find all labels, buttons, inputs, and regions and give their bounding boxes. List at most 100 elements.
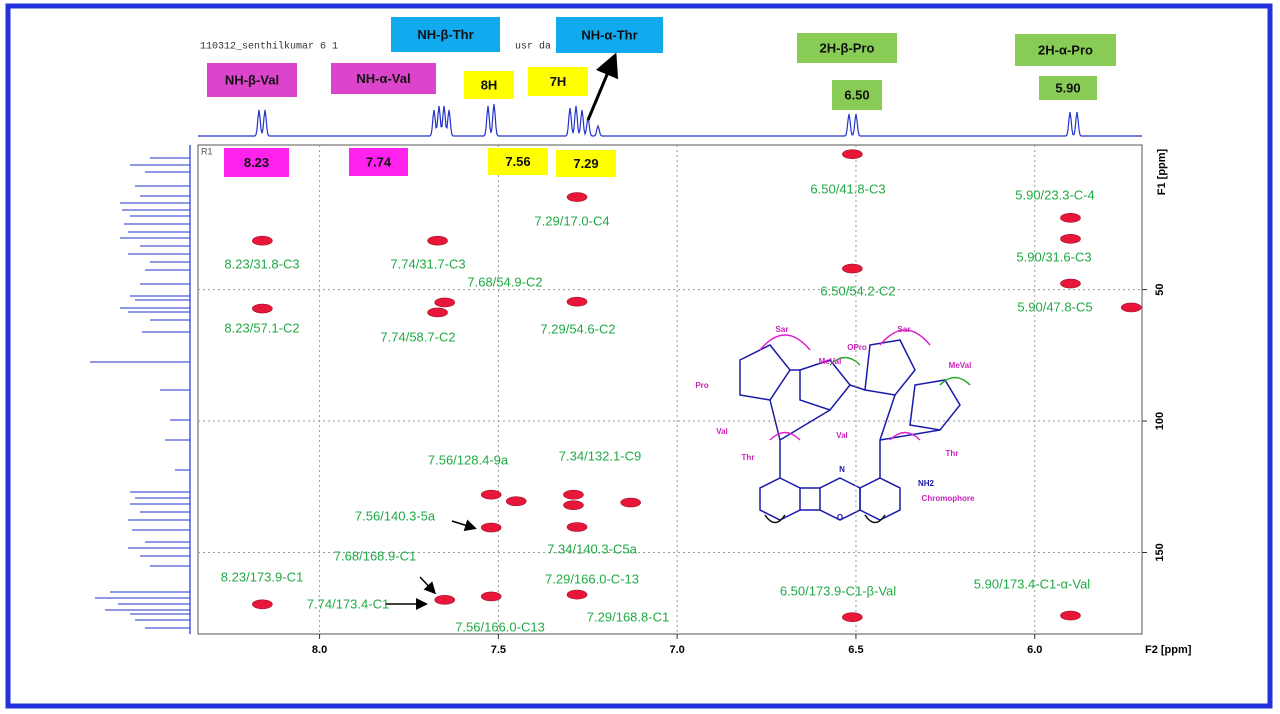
annotation: 7.68/168.9-C1 (334, 548, 416, 563)
label-box (832, 80, 882, 110)
structure: Sar Sar MeVal MeVal Pro OPro Val Val Thr Thr Chrom… (695, 325, 975, 524)
label-text: 6.50 (844, 87, 869, 102)
label-box (528, 67, 588, 96)
label-text: 7.56 (505, 154, 530, 169)
annotation: 7.56/140.3-5a (355, 508, 436, 523)
header: 110312_senthilkumar 6 1 (200, 41, 338, 53)
annotation: 8.23/173.9-C1 (221, 569, 303, 584)
annotation: 5.90/173.4-C1-α-Val (974, 576, 1091, 591)
label-box (349, 148, 408, 176)
cross-peak (620, 497, 641, 508)
annotation: 8.23/57.1-C2 (224, 320, 299, 335)
f2-projection (198, 103, 1142, 137)
cross-peak (842, 263, 863, 274)
x-tick-label: 6.0 (1027, 644, 1042, 656)
label-box (556, 17, 663, 53)
annotation: 7.68/54.9-C2 (467, 274, 542, 289)
cross-peak (252, 235, 273, 246)
cross-peak (1120, 302, 1142, 313)
cross-peak (427, 307, 448, 318)
structure-label: N (839, 465, 845, 474)
x-tick-label: 8.0 (312, 644, 327, 656)
arrow (419, 576, 437, 595)
cross-peak (427, 235, 448, 246)
label-box (464, 71, 514, 99)
cross-peak (842, 149, 863, 160)
annotation: 7.29/168.8-C1 (587, 609, 669, 624)
cross-peak (252, 599, 273, 610)
x-label: F2 [ppm] (1145, 644, 1192, 656)
cross-peak (566, 296, 588, 307)
structure-label: Pro (695, 381, 708, 390)
x-tick-label: 6.5 (848, 644, 863, 656)
structure-label: NH2 (918, 479, 935, 488)
label-text: NH-α-Thr (581, 27, 637, 42)
annotation: 7.56/166.0-C13 (455, 619, 545, 634)
annotation: 5.90/31.6-C3 (1016, 249, 1091, 264)
annotation: 8.23/31.8-C3 (224, 256, 299, 271)
label-text: 5.90 (1055, 80, 1080, 95)
structure-label: OPro (847, 343, 867, 352)
label-text: 2H-α-Pro (1038, 42, 1093, 57)
annotation: 7.34/132.1-C9 (559, 448, 641, 463)
label-text: 2H-β-Pro (820, 40, 875, 55)
label-box (1015, 34, 1116, 66)
label-text: 8H (481, 77, 498, 92)
cross-peak (252, 303, 273, 314)
cross-peak (842, 612, 863, 622)
frame (5, 3, 1273, 709)
arrow (586, 52, 619, 121)
label-box (391, 17, 500, 52)
arrow (451, 519, 477, 531)
annotation: 6.50/173.9-C1-β-Val (780, 583, 896, 598)
annotation: 7.34/140.3-C5a (547, 541, 637, 556)
cross-peak (1060, 234, 1081, 244)
cross-peak (566, 522, 588, 532)
annotation: 6.50/41.8-C3 (810, 181, 885, 196)
structure-label: O (837, 513, 843, 522)
label-box (1039, 76, 1097, 100)
label-text: 8.23 (244, 155, 269, 170)
annotation: 6.50/54.2-C2 (820, 283, 895, 298)
cross-peak (566, 192, 588, 202)
structure-label: Val (836, 431, 848, 440)
label-text: NH-α-Val (356, 71, 410, 86)
label-box (797, 33, 897, 63)
annotation: 7.74/173.4-C1 (307, 596, 389, 611)
structure-label: MeVal (819, 357, 842, 366)
cross-peak (1060, 213, 1081, 223)
annotation: 7.29/166.0-C-13 (545, 571, 639, 586)
header-tail: usr da (515, 41, 551, 53)
x-tick-label: 7.5 (491, 644, 506, 656)
cross-peak (434, 297, 456, 308)
annotation: 7.74/31.7-C3 (390, 256, 465, 271)
panel-label: R1 (201, 146, 213, 156)
cross-peak (1060, 610, 1081, 621)
label-text: 7.29 (573, 156, 598, 171)
label-box (331, 63, 436, 94)
structure-label: Chromophore (922, 494, 975, 503)
label-text: NH-β-Thr (417, 27, 473, 42)
structure-label: Val (716, 427, 728, 436)
y-label: F1 [ppm] (1156, 148, 1168, 195)
cross-peak (480, 489, 502, 500)
y-tick-label: 100 (1154, 412, 1166, 430)
x-tick-label: 7.0 (670, 644, 685, 656)
cross-peak (563, 500, 584, 510)
label-box (224, 148, 289, 177)
annotation: 7.56/128.4-9a (428, 452, 509, 467)
annotation: 7.74/58.7-C2 (380, 329, 455, 344)
y-tick-label: 150 (1154, 543, 1166, 561)
cross-peak (480, 522, 502, 533)
label-text: NH-β-Val (225, 72, 279, 87)
cross-peak (480, 591, 502, 602)
structure-label: Sar (776, 325, 789, 334)
cross-peak (505, 496, 527, 507)
structure-label: Thr (742, 453, 755, 462)
label-text: 7H (550, 74, 567, 89)
structure-label: Sar (898, 325, 911, 334)
annotation: 7.29/54.6-C2 (540, 321, 615, 336)
y-tick-label: 50 (1154, 283, 1166, 295)
label-box (556, 150, 616, 177)
